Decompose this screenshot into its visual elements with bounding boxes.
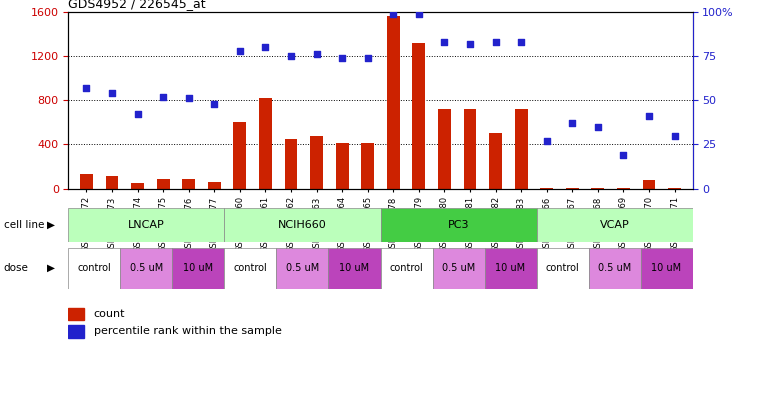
Bar — [412, 43, 425, 189]
Bar — [68, 248, 120, 289]
Bar — [329, 248, 380, 289]
Point — [566, 120, 578, 126]
Bar — [157, 179, 170, 189]
Bar — [285, 139, 298, 189]
Bar — [380, 248, 432, 289]
Bar — [361, 143, 374, 189]
Bar — [432, 248, 485, 289]
Bar — [120, 248, 173, 289]
Bar — [463, 109, 476, 189]
Bar — [641, 248, 693, 289]
Text: 0.5 uM: 0.5 uM — [598, 263, 631, 273]
Text: NCIH660: NCIH660 — [278, 220, 327, 230]
Text: control: control — [78, 263, 111, 273]
Bar — [380, 208, 537, 242]
Bar — [668, 187, 681, 189]
Point — [336, 55, 349, 61]
Text: 10 uM: 10 uM — [183, 263, 214, 273]
Bar — [485, 248, 537, 289]
Bar — [276, 248, 329, 289]
Bar — [591, 187, 604, 189]
Text: control: control — [546, 263, 579, 273]
Point — [260, 44, 272, 50]
Point — [234, 48, 246, 54]
Point — [132, 111, 144, 118]
Text: count: count — [94, 309, 125, 319]
Bar — [183, 179, 195, 189]
Bar — [387, 16, 400, 189]
Bar — [310, 136, 323, 189]
Point — [489, 39, 501, 45]
Bar — [224, 208, 380, 242]
Bar — [514, 109, 527, 189]
Text: GDS4952 / 226545_at: GDS4952 / 226545_at — [68, 0, 206, 10]
Text: ▶: ▶ — [47, 220, 56, 230]
Point — [617, 152, 629, 158]
Bar — [173, 248, 224, 289]
Bar — [68, 307, 84, 320]
Bar — [642, 180, 655, 189]
Bar — [131, 183, 144, 189]
Bar — [224, 248, 276, 289]
Text: dose: dose — [4, 263, 29, 273]
Point — [438, 39, 451, 45]
Point — [106, 90, 118, 96]
Point — [643, 113, 655, 119]
Text: 0.5 uM: 0.5 uM — [442, 263, 475, 273]
Bar — [336, 143, 349, 189]
Text: 10 uM: 10 uM — [651, 263, 682, 273]
Point — [157, 94, 169, 100]
Point — [183, 95, 195, 101]
Bar — [537, 248, 588, 289]
Text: PC3: PC3 — [447, 220, 470, 230]
Text: control: control — [234, 263, 267, 273]
Bar — [540, 187, 553, 189]
Text: cell line: cell line — [4, 220, 44, 230]
Bar — [537, 208, 693, 242]
Point — [310, 51, 323, 57]
Text: percentile rank within the sample: percentile rank within the sample — [94, 327, 282, 336]
Point — [515, 39, 527, 45]
Point — [464, 40, 476, 47]
Point — [592, 123, 604, 130]
Text: 10 uM: 10 uM — [495, 263, 526, 273]
Text: ▶: ▶ — [47, 263, 56, 273]
Point — [361, 55, 374, 61]
Text: control: control — [390, 263, 423, 273]
Bar — [438, 109, 451, 189]
Bar — [489, 133, 502, 189]
Bar — [208, 182, 221, 189]
Text: 0.5 uM: 0.5 uM — [130, 263, 163, 273]
Bar — [68, 325, 84, 338]
Point — [285, 53, 297, 59]
Bar — [617, 187, 630, 189]
Point — [540, 138, 552, 144]
Point — [81, 84, 93, 91]
Text: VCAP: VCAP — [600, 220, 629, 230]
Point — [209, 101, 221, 107]
Text: LNCAP: LNCAP — [128, 220, 165, 230]
Bar — [80, 174, 93, 189]
Text: 10 uM: 10 uM — [339, 263, 370, 273]
Point — [412, 10, 425, 17]
Point — [387, 10, 400, 17]
Bar — [588, 248, 641, 289]
Bar — [234, 122, 247, 189]
Bar — [68, 208, 224, 242]
Bar — [106, 176, 119, 189]
Bar — [566, 187, 578, 189]
Bar — [259, 98, 272, 189]
Text: 0.5 uM: 0.5 uM — [286, 263, 319, 273]
Point — [668, 132, 680, 139]
